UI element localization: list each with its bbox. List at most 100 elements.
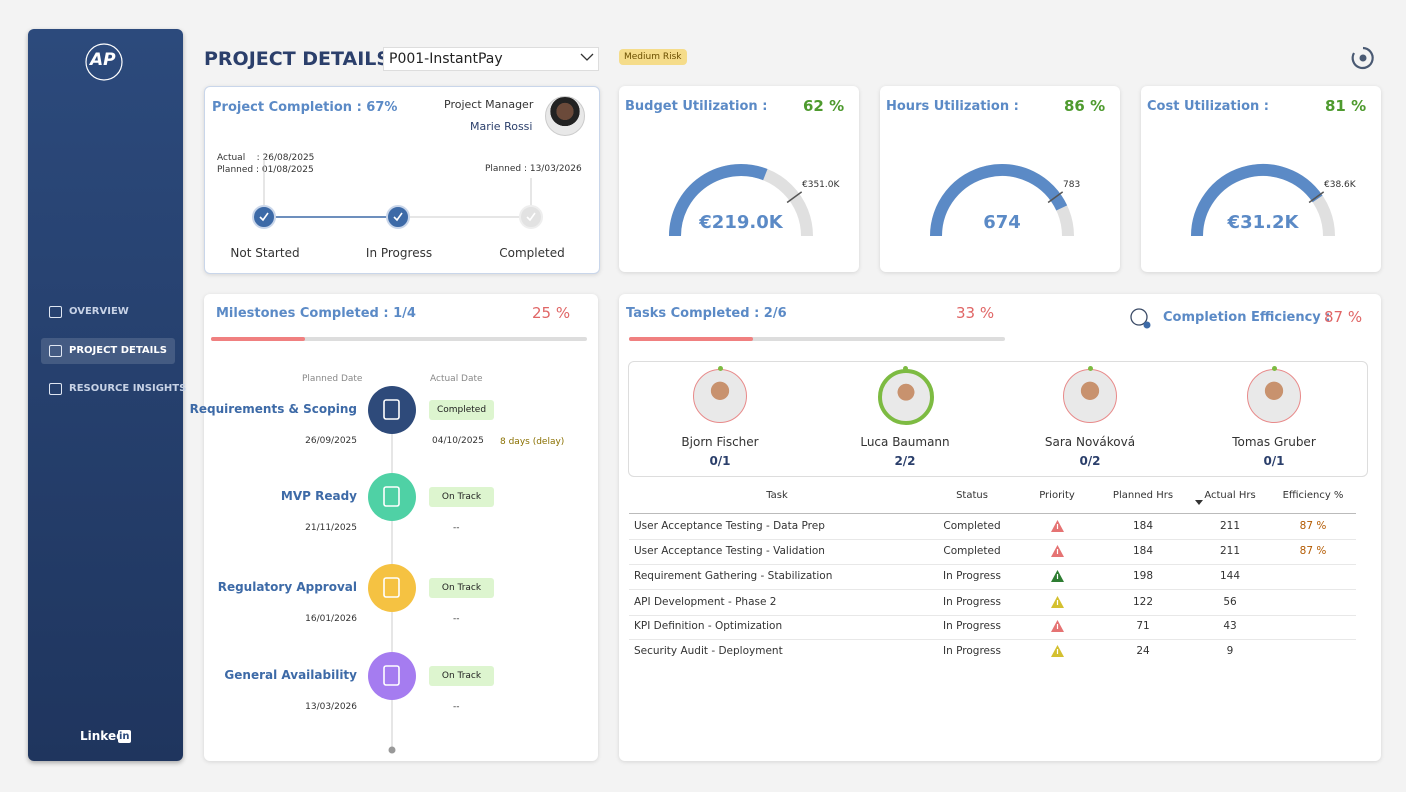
planned-end: Planned : 13/03/2026 <box>485 164 582 174</box>
row-line <box>629 589 1356 590</box>
task-name: API Development - Phase 2 <box>634 596 777 608</box>
nav-item[interactable]: OVERVIEW <box>69 306 129 317</box>
gauge <box>669 164 813 237</box>
person-name: Luca Baumann <box>860 435 950 449</box>
milestones-percent: 25 % <box>532 304 571 322</box>
gauge-card: Hours Utilization : 86 % 674 783 <box>880 86 1120 272</box>
shape <box>1143 321 1151 329</box>
priority-icon <box>1051 570 1064 582</box>
gauge-title: Hours Utilization : <box>886 99 1019 114</box>
sidebar <box>28 29 183 761</box>
manager-name: Marie Rossi <box>470 120 533 133</box>
progress-track <box>211 337 587 341</box>
priority-icon <box>1051 645 1064 657</box>
column-header: Priority <box>1039 490 1075 501</box>
gauge-percent: 86 % <box>1064 97 1106 115</box>
cell: 56 <box>1223 596 1237 608</box>
priority-icon <box>1051 596 1064 608</box>
refresh-button[interactable] <box>1350 45 1376 71</box>
milestone-name: Regulatory Approval <box>217 580 357 594</box>
shape <box>1130 308 1148 326</box>
milestone-name: MVP Ready <box>280 489 357 503</box>
stage-dot <box>519 205 543 229</box>
sort-arrow <box>1195 500 1203 505</box>
footer-text: Linked <box>80 729 125 743</box>
risk-badge: Medium Risk <box>619 49 687 65</box>
progress-track <box>629 337 1005 341</box>
gauge-fill <box>930 164 1068 237</box>
column-header: Planned Hrs <box>1112 490 1174 501</box>
planned-date: 13/03/2026 <box>305 702 357 712</box>
milestone-icon <box>368 652 416 700</box>
avatar <box>693 369 747 423</box>
gauge-track <box>1191 164 1335 237</box>
actual-date: -- <box>453 614 460 624</box>
actual-date: -- <box>453 523 460 533</box>
project-dropdown[interactable]: P001-InstantPay <box>383 47 599 71</box>
milestone-name: General Availability <box>224 668 357 682</box>
milestone-line <box>368 386 416 754</box>
tasks-percent: 33 % <box>956 304 995 322</box>
milestone-name: Requirements & Scoping <box>189 402 357 416</box>
gauge-fill <box>1191 164 1323 237</box>
nav-icon <box>49 345 62 357</box>
gauge-card: Budget Utilization : 62 % €219.0K €351.0K <box>619 86 859 272</box>
milestone-icon <box>368 473 416 521</box>
nav-item[interactable]: PROJECT DETAILS <box>69 345 167 356</box>
task-name: User Acceptance Testing - Validation <box>634 545 825 557</box>
cell: 122 <box>1132 596 1154 608</box>
cell: 24 <box>1136 645 1150 657</box>
icon-glyph <box>383 486 400 507</box>
gauge <box>1191 164 1335 237</box>
footer-badge: in <box>118 730 131 743</box>
nav-item[interactable]: RESOURCE INSIGHTS <box>69 383 187 394</box>
check <box>393 212 403 222</box>
gauge-max: €38.6K <box>1324 180 1356 190</box>
planned-date: 21/11/2025 <box>305 523 357 533</box>
cell: In Progress <box>943 596 1001 608</box>
completion-title: Project Completion : 67% <box>212 100 398 115</box>
column-header: Actual Hrs <box>1204 490 1256 501</box>
status-badge: Completed <box>429 400 494 420</box>
cell: 211 <box>1219 545 1241 557</box>
milestone-icon <box>368 386 416 434</box>
status-badge: On Track <box>429 487 494 507</box>
tasks-title: Tasks Completed : 2/6 <box>626 306 787 321</box>
tasks-card: Tasks Completed : 2/6 33 % Completion Effi… <box>619 294 1381 761</box>
gauge-percent: 81 % <box>1325 97 1367 115</box>
stage-dot <box>386 205 410 229</box>
row-line <box>629 639 1356 640</box>
gauge-max: €351.0K <box>802 180 840 190</box>
task-name: KPI Definition - Optimization <box>634 620 783 632</box>
person-score: 2/2 <box>894 454 916 468</box>
delay-note: 8 days (delay) <box>500 437 565 447</box>
person-score: 0/2 <box>1079 454 1101 468</box>
avatar <box>878 369 934 425</box>
column-header: Efficiency % <box>1282 490 1344 501</box>
manager-label: Project Manager <box>444 98 534 111</box>
gauge-track <box>669 164 813 237</box>
shape <box>85 43 123 81</box>
check <box>259 212 269 222</box>
status-dot <box>1088 366 1093 371</box>
priority-icon <box>1051 620 1064 632</box>
status-badge: On Track <box>429 666 494 686</box>
status-dot <box>718 366 723 371</box>
actual-date: Actual : 26/08/2025 <box>217 153 315 163</box>
column-header: Status <box>956 490 988 501</box>
gauge-target <box>786 191 803 204</box>
avatar <box>1063 369 1117 423</box>
shape <box>1359 54 1367 62</box>
dropdown-arrow <box>580 53 594 61</box>
task-name: Security Audit - Deployment <box>634 645 783 657</box>
person-score: 0/1 <box>1263 454 1285 468</box>
stage-label: In Progress <box>365 246 433 260</box>
gauge-value: 674 <box>983 212 1021 233</box>
actual-date: -- <box>453 702 460 712</box>
cell: 184 <box>1132 520 1154 532</box>
efficiency-value: 87 % <box>1324 308 1363 326</box>
priority-icon <box>1051 520 1064 532</box>
efficiency-cell: 87 % <box>1299 545 1327 557</box>
cell: 198 <box>1132 570 1154 582</box>
